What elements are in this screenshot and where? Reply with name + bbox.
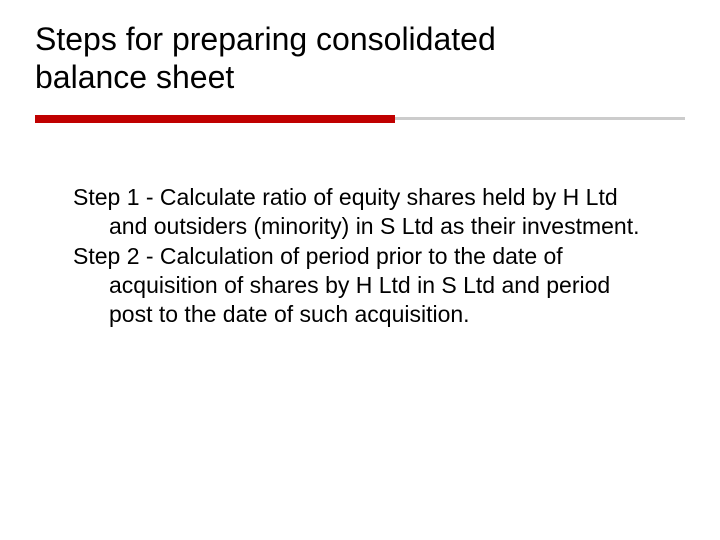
slide: Steps for preparing consolidated balance… [0, 0, 720, 540]
title-line-1: Steps for preparing consolidated [35, 21, 496, 57]
divider-red [35, 115, 395, 123]
title-divider [35, 115, 685, 123]
title-line-2: balance sheet [35, 59, 234, 95]
slide-body: Step 1 - Calculate ratio of equity share… [35, 183, 685, 329]
step-1: Step 1 - Calculate ratio of equity share… [73, 183, 655, 241]
step-2: Step 2 - Calculation of period prior to … [73, 242, 655, 328]
slide-title: Steps for preparing consolidated balance… [35, 20, 685, 97]
